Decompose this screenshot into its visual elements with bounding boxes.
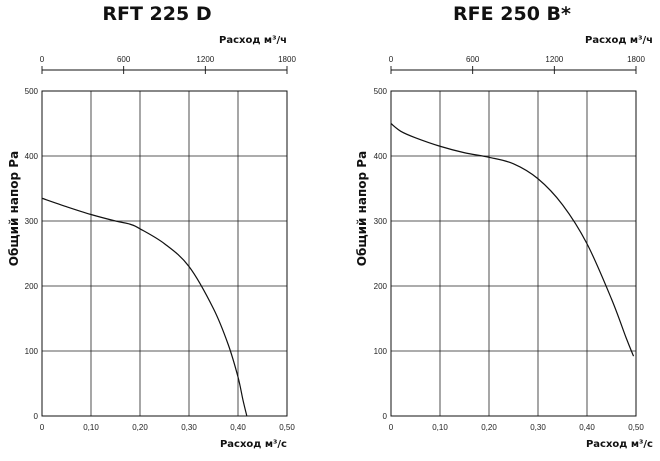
plot-frame [41,90,288,417]
top-axis-tick-label: 0 [389,55,394,64]
y-tick-label: 200 [374,282,388,291]
x-tick-label: 0,40 [230,423,246,432]
y-tick-label: 0 [383,412,388,421]
x-tick-label: 0,20 [132,423,148,432]
y-axis-label: Общий напор Ра [7,151,21,266]
x-tick-label: 0,40 [579,423,595,432]
x-tick-label: 0,10 [432,423,448,432]
top-axis-tick-label: 0 [40,55,45,64]
plot-frame [390,90,637,417]
y-tick-label: 500 [25,87,39,96]
x-tick-label: 0,50 [279,423,295,432]
chart-title: RFE 250 B* [453,3,571,25]
top-axis-tick-label: 1200 [545,55,563,64]
x-axis-label: Расход м³/с [586,439,653,450]
x-tick-label: 0,10 [83,423,99,432]
x-tick-label: 0 [389,423,394,432]
chart-1: RFT 225 D Расход м³/ч 0 600 1200 1800 0 0,10 0,2… [7,3,296,450]
top-axis-label: Расход м³/ч [585,35,653,46]
chart-title: RFT 225 D [102,3,211,25]
y-axis-label: Общий напор Ра [355,151,369,266]
chart-2: RFE 250 B* Расход м³/ч 0 600 1200 1800 0 0,10 0,… [355,3,653,450]
top-axis-tick-label: 1800 [278,55,296,64]
y-tick-label: 400 [374,152,388,161]
y-tick-label: 300 [374,217,388,226]
x-tick-label: 0,30 [181,423,197,432]
y-tick-label: 200 [25,282,39,291]
x-axis-label: Расход м³/с [220,439,287,450]
y-tick-label: 100 [374,347,388,356]
y-tick-label: 400 [25,152,39,161]
y-tick-label: 0 [34,412,39,421]
top-axis-tick-label: 1200 [196,55,214,64]
top-axis-tick-label: 600 [117,55,131,64]
top-axis-label: Расход м³/ч [219,35,287,46]
series-curve-1 [390,123,635,357]
y-tick-label: 300 [25,217,39,226]
x-tick-label: 0,20 [481,423,497,432]
x-tick-label: 0 [40,423,45,432]
y-tick-label: 500 [374,87,388,96]
x-tick-label: 0,30 [530,423,546,432]
series-curve-1 [41,197,248,417]
y-tick-label: 100 [25,347,39,356]
top-axis-tick-label: 600 [466,55,480,64]
top-axis-tick-label: 1800 [627,55,645,64]
x-tick-label: 0,50 [628,423,644,432]
